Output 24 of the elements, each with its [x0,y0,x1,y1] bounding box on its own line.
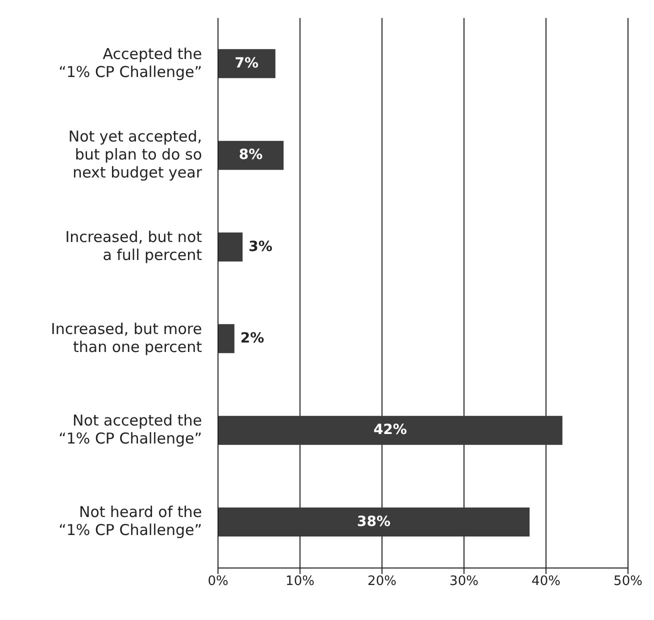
bar [218,508,530,536]
data-label: 42% [373,422,407,438]
data-label: 7% [234,55,259,72]
data-label: 2% [240,330,264,346]
x-tick-label: 40% [532,574,560,590]
x-tick-label: 50% [614,574,642,590]
y-tick-label: Not yet accepted, but plan to do so next budget year [68,128,203,182]
data-label: 8% [238,147,263,164]
data-label: 3% [248,238,272,255]
x-tick-label: 30% [450,574,478,590]
bar [218,232,243,262]
y-tick-label: Increased, but more than one percent [50,320,202,356]
y-tick-label: Not heard of the “1% CP Challenge” [58,503,202,540]
bar [218,140,284,170]
bar [218,49,276,78]
bar [218,416,562,445]
data-label: 38% [357,514,391,530]
x-tick-label: 10% [286,574,314,590]
x-tick-label: 20% [368,574,396,590]
bar [218,324,234,354]
y-tick-label: Not accepted the “1% CP Challenge” [58,412,202,448]
x-tick-label: 0% [208,574,228,590]
y-tick-label: Accepted the “1% CP Challenge” [58,44,202,81]
y-tick-label: Increased, but not a full percent [65,228,202,264]
